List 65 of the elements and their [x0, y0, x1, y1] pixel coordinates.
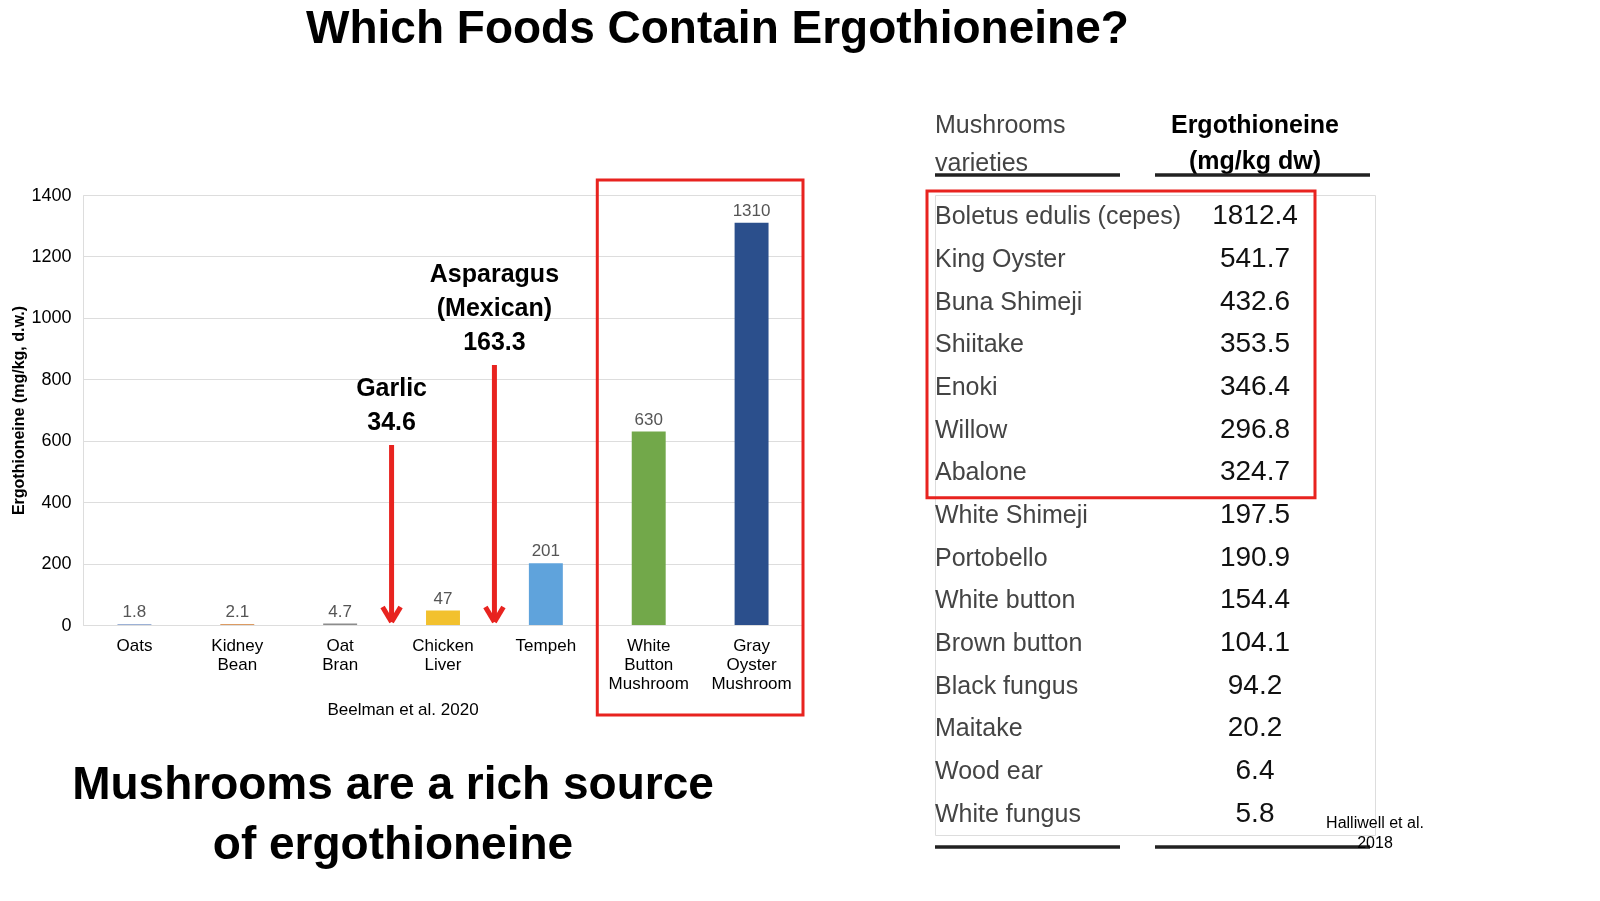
- data-label: 630: [634, 409, 663, 429]
- data-label: 4.7: [328, 601, 352, 621]
- x-tick-label: Tempeh: [515, 635, 577, 655]
- y-tick-label: 400: [41, 491, 72, 512]
- data-label: 94.2: [1227, 668, 1283, 700]
- category-label: Portobello: [935, 542, 1048, 571]
- bar: [528, 563, 563, 625]
- category-label: White fungus: [935, 798, 1081, 827]
- category-label: Maitake: [935, 713, 1023, 742]
- category-label: Buna Shimeji: [935, 286, 1083, 315]
- category-label: Wood ear: [935, 756, 1043, 784]
- data-label: 432.6: [1219, 284, 1291, 316]
- data-label: 324.7: [1219, 455, 1291, 487]
- category-label: Enoki: [935, 372, 998, 400]
- category-label: Boletus edulis (cepes): [935, 201, 1181, 230]
- category-label: Abalone: [935, 457, 1027, 486]
- x-tick-label: Oat Bran: [322, 635, 359, 674]
- data-label: 47: [433, 588, 453, 608]
- category-label: Willow: [935, 414, 1009, 443]
- category-label: Black fungus: [935, 670, 1079, 699]
- bar: [631, 431, 666, 625]
- data-label: 197.5: [1219, 498, 1291, 529]
- y-tick-label: 1400: [31, 184, 72, 205]
- x-tick-label: Oats: [116, 635, 153, 655]
- category-label: White button: [935, 585, 1076, 614]
- y-axis-title: Ergothioneine (mg/kg, d.w.): [10, 305, 28, 516]
- annotation: Garlic 34.6: [356, 373, 428, 435]
- y-tick-label: 0: [61, 614, 72, 635]
- bar: [426, 610, 460, 625]
- x-tick-label: Kidney Bean: [211, 635, 264, 674]
- data-label: 20.2: [1227, 711, 1283, 743]
- category-label: King Oyster: [935, 244, 1066, 272]
- y-tick-label: 1200: [31, 245, 72, 266]
- y-tick-label: 1000: [31, 307, 72, 328]
- data-label: 6.4: [1235, 754, 1275, 785]
- data-label: 296.8: [1219, 412, 1291, 444]
- annotation: Asparagus (Mexican) 163.3: [429, 259, 560, 355]
- data-label: 1.8: [122, 602, 147, 622]
- data-label: 346.4: [1219, 370, 1291, 401]
- y-tick-label: 600: [41, 430, 72, 451]
- y-tick-label: 200: [41, 553, 72, 574]
- y-tick-label: 800: [41, 368, 72, 389]
- category-label: White Shimeji: [935, 500, 1088, 528]
- data-label: 353.5: [1219, 327, 1291, 359]
- text: Ergothioneine (mg/kg dw): [1170, 110, 1340, 174]
- x-tick-label: Chicken Liver: [412, 635, 474, 674]
- bar: [734, 222, 769, 625]
- text: Mushrooms are a rich source of ergothioneine: [72, 757, 714, 869]
- chart-title: Which Foods Contain Ergothioneine?: [306, 0, 1129, 53]
- data-label: 2.1: [225, 602, 250, 622]
- text: Halliwell et al. 2018: [1326, 814, 1424, 851]
- data-label: 1310: [732, 200, 771, 220]
- data-label: 5.8: [1235, 796, 1275, 828]
- data-label: 201: [531, 541, 561, 561]
- data-label: 541.7: [1219, 242, 1291, 273]
- data-label: 190.9: [1219, 540, 1291, 572]
- data-label: 154.4: [1219, 583, 1291, 615]
- data-label: 104.1: [1219, 626, 1291, 657]
- text: Mushrooms varieties: [935, 110, 1066, 176]
- x-tick-label: Gray Oyster Mushroom: [711, 635, 792, 693]
- data-label: 1812.4: [1212, 199, 1298, 231]
- category-label: Shiitake: [935, 329, 1024, 358]
- x-tick-label: White Button Mushroom: [608, 635, 689, 693]
- text: Beelman et al. 2020: [327, 700, 479, 719]
- category-label: Brown button: [935, 628, 1083, 656]
